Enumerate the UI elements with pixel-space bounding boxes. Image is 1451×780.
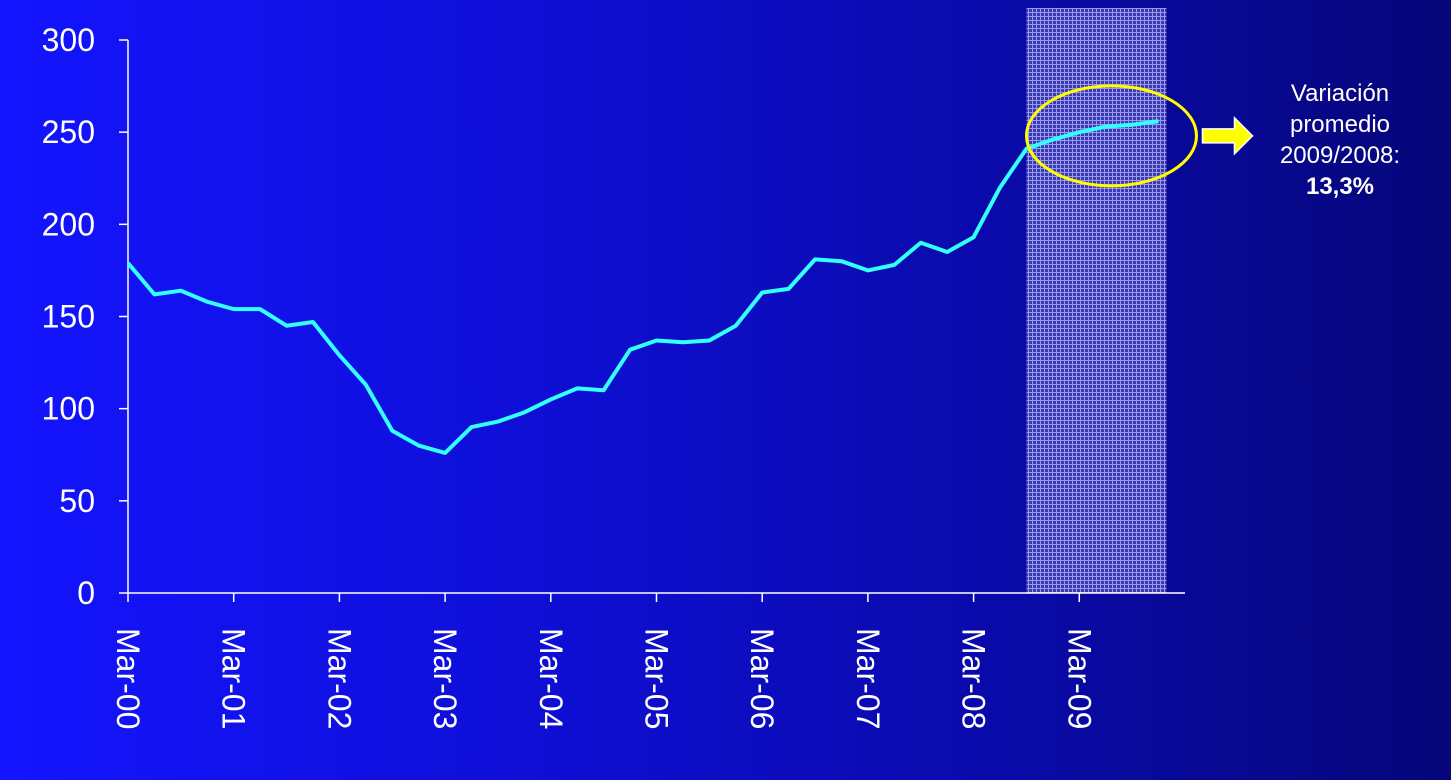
annotation-value: 13,3% [1305, 173, 1375, 200]
y-tick-label: 150 [42, 299, 95, 335]
x-tick-label: Mar-04 [533, 628, 569, 729]
x-tick-label: Mar-07 [850, 628, 886, 729]
series-line [126, 119, 1159, 455]
y-tick-label: 200 [42, 206, 95, 242]
x-tick-label: Mar-03 [427, 628, 463, 729]
x-tick-label: Mar-06 [744, 628, 780, 729]
annotation-line-2: promedio [1289, 111, 1391, 138]
x-tick-label: Mar-00 [110, 628, 146, 729]
annotation-line-3: 2009/2008: [1279, 142, 1401, 169]
x-tick-label: Mar-09 [1061, 628, 1097, 729]
highlight-ellipse [1024, 84, 1198, 188]
annotation-arrow [1201, 116, 1254, 156]
y-tick-label: 250 [42, 114, 95, 150]
y-tick-label: 0 [77, 575, 95, 611]
x-tick-label: Mar-01 [216, 628, 252, 729]
annotation-text: Variación promedio 2009/2008: 13,3% [1240, 78, 1440, 202]
y-tick-label: 50 [59, 483, 95, 519]
x-tick-label: Mar-05 [639, 628, 675, 729]
y-tick-label: 100 [42, 391, 95, 427]
y-tick-label: 300 [42, 22, 95, 58]
annotation-line-1: Variación [1290, 80, 1390, 107]
x-tick-label: Mar-08 [956, 628, 992, 729]
x-tick-label: Mar-02 [321, 628, 357, 729]
highlight-region [1026, 8, 1167, 593]
